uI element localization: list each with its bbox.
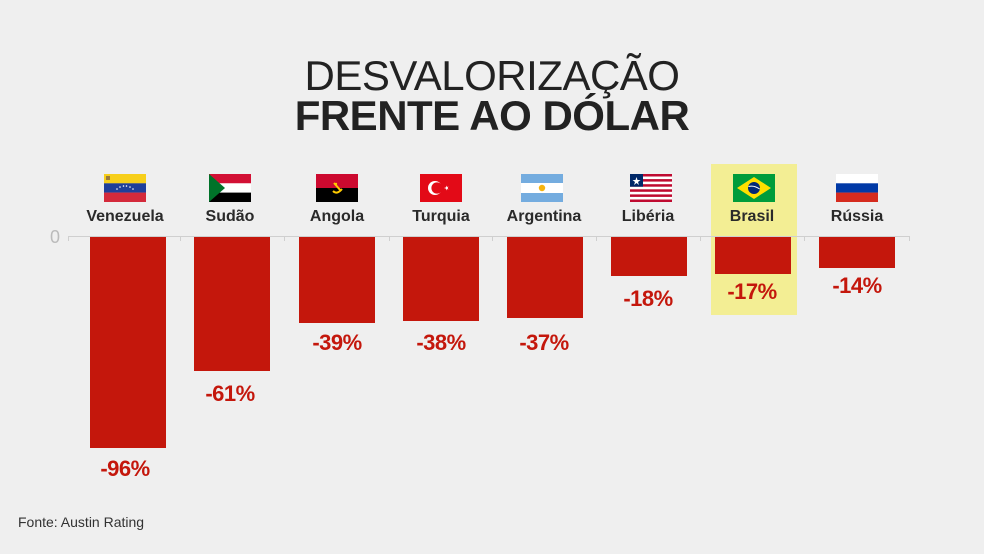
value-label: -17%	[727, 279, 777, 304]
category-label: Venezuela	[86, 208, 164, 225]
category-label: Brasil	[729, 208, 775, 225]
liberia-flag-icon	[630, 174, 672, 202]
chart-title-line1: DESVALORIZAÇÃO	[304, 52, 680, 99]
chart-title-line2: FRENTE AO DÓLAR	[294, 92, 690, 139]
category-label: Rússia	[830, 208, 884, 225]
value-label: -39%	[312, 330, 362, 355]
category-label: Angola	[309, 208, 365, 225]
bar-angola	[299, 237, 375, 323]
axis-tick	[909, 236, 910, 241]
value-label: -38%	[416, 330, 466, 355]
category-label: Libéria	[621, 208, 675, 225]
source-note: Fonte: Austin Rating	[18, 514, 145, 530]
value-label: -37%	[519, 330, 569, 355]
category-label: Sudão	[205, 208, 255, 225]
argentina-flag-icon	[521, 174, 563, 202]
zero-axis-line	[68, 236, 910, 237]
bar-liberia	[611, 237, 687, 276]
russia-flag-icon	[836, 174, 878, 202]
axis-tick	[389, 236, 390, 241]
angola-flag-icon	[316, 174, 358, 202]
turkey-flag-icon	[420, 174, 462, 202]
axis-tick	[804, 236, 805, 241]
value-label: -96%	[100, 456, 150, 481]
venezuela-flag-icon	[104, 174, 146, 202]
category-label: Turquia	[412, 208, 470, 225]
axis-tick	[700, 236, 701, 241]
bar-sudao	[194, 237, 270, 371]
bar-turquia	[403, 237, 479, 321]
axis-tick	[596, 236, 597, 241]
axis-tick	[68, 236, 69, 241]
value-label: -61%	[205, 381, 255, 406]
axis-tick	[284, 236, 285, 241]
category-label: Argentina	[506, 208, 582, 225]
value-label: -14%	[832, 273, 882, 298]
bar-venezuela	[90, 237, 166, 448]
bar-brasil	[715, 237, 791, 274]
axis-tick	[492, 236, 493, 241]
sudan-flag-icon	[209, 174, 251, 202]
axis-tick	[180, 236, 181, 241]
brazil-flag-icon	[733, 174, 775, 202]
zero-axis-label: 0	[50, 227, 61, 247]
bar-russia	[819, 237, 895, 268]
value-label: -18%	[623, 286, 673, 311]
bar-argentina	[507, 237, 583, 318]
